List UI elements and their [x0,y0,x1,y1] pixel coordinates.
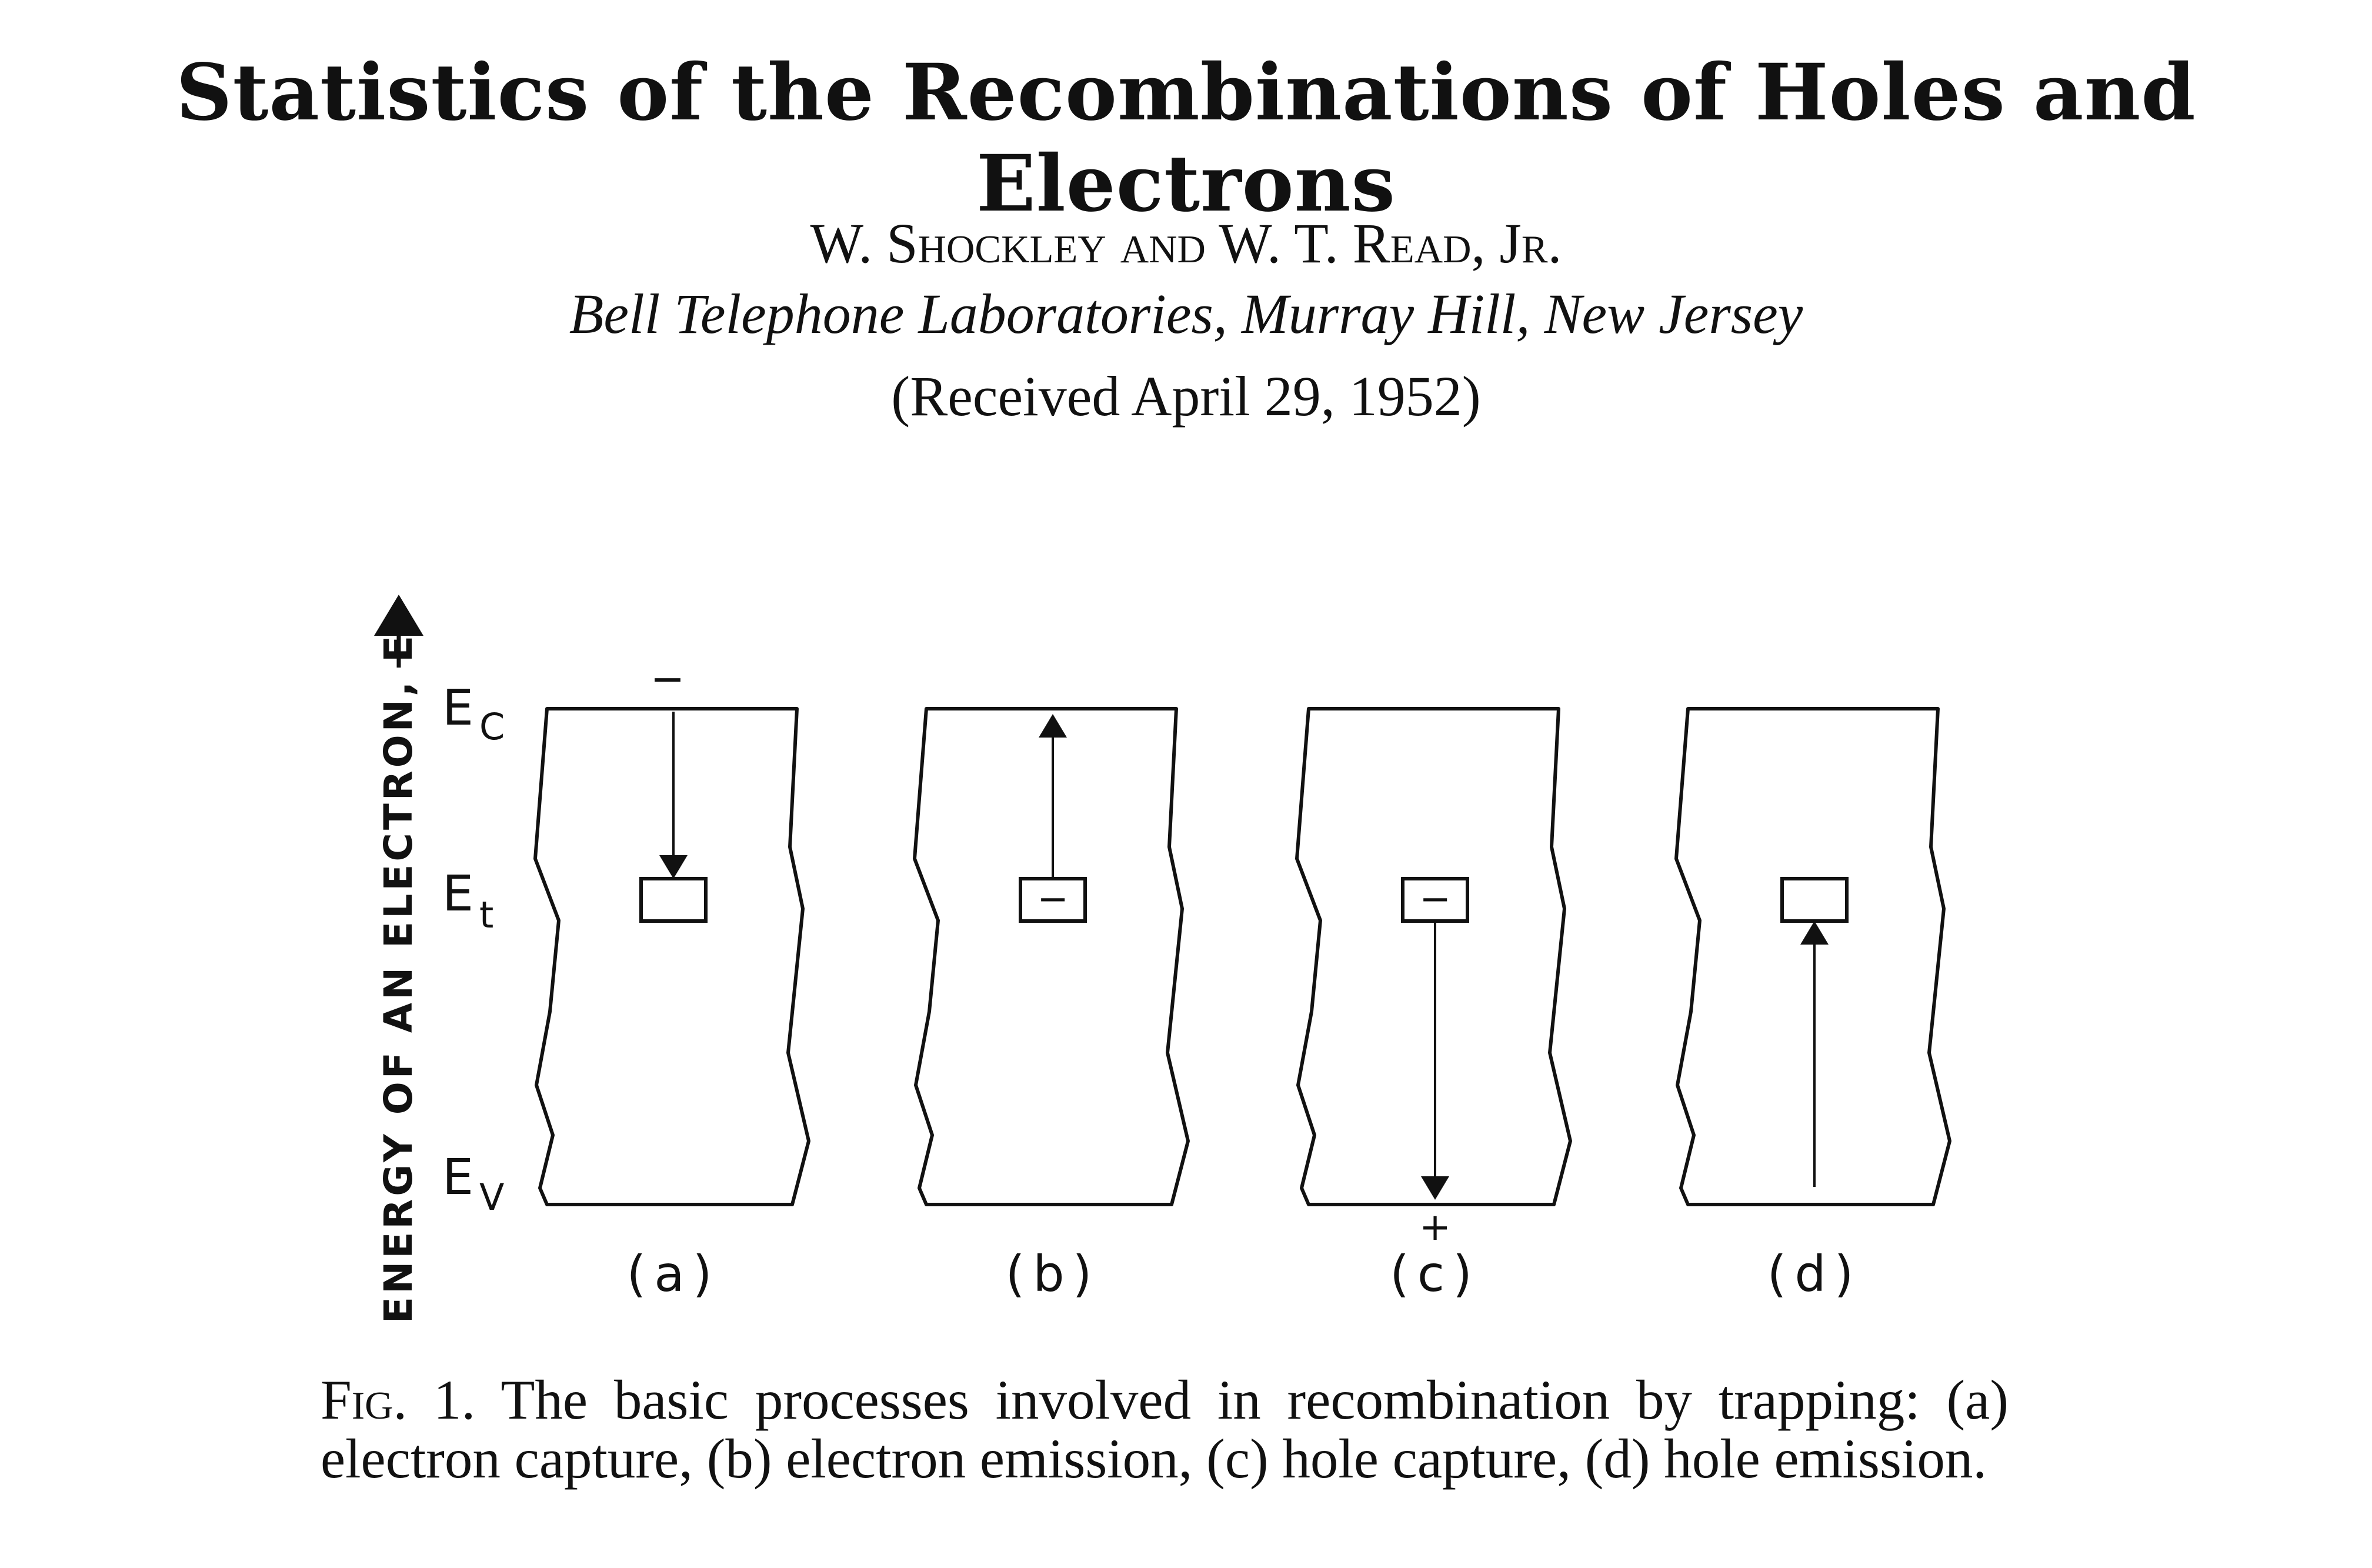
electron-mark: − [650,655,685,703]
caption-label: Fig. 1. [321,1369,476,1431]
authors: W. Shockley and W. T. Read, Jr. [810,212,1562,275]
panel-label: (c) [1390,1245,1480,1303]
panel-a: − (a) [533,655,810,1303]
trap-charge: − [1037,878,1069,921]
y-axis-label: ENERGY OF AN ELECTRON, E [376,633,421,1323]
ec-subscript: C [479,705,505,748]
ev-letter: E [442,1148,473,1206]
level-label-ec: E C [442,679,505,748]
received-date: (Received April 29, 1952) [891,365,1481,428]
ev-subscript: V [479,1176,504,1219]
level-label-et: E t [442,865,493,936]
caption-text: The basic processes involved in recombin… [321,1369,2009,1490]
trap-box [1780,877,1849,923]
band-outline [913,707,1190,1206]
et-subscript: t [479,893,493,936]
level-label-ev: E V [442,1148,504,1219]
panel-c: − +(c) [1295,707,1572,1303]
band-outline [1674,707,1951,1206]
panel-label: (d) [1767,1245,1862,1303]
trap-charge: − [1419,878,1451,921]
figure-1: ENERGY OF AN ELECTRON, E E C E t E V − (a… [374,595,1951,1323]
ec-letter: E [442,679,473,736]
panel-label: (a) [626,1245,720,1303]
hole-mark: + [1419,1206,1451,1249]
affiliation: Bell Telephone Laboratories, Murray Hill… [569,282,1803,345]
panel-label: (b) [1006,1245,1100,1303]
trap-box [639,877,708,923]
et-letter: E [442,865,473,922]
band-diagram: ENERGY OF AN ELECTRON, E E C E t E V − (a… [374,595,1951,1323]
figure-caption: Fig. 1. The basic processes involved in … [321,1370,2009,1488]
paper-title: Statistics of the Recombinations of Hole… [176,47,2196,229]
panel-b: − (b) [913,707,1190,1303]
band-outline [1295,707,1572,1206]
panel-d: (d) [1674,707,1951,1303]
band-outline [533,707,810,1206]
